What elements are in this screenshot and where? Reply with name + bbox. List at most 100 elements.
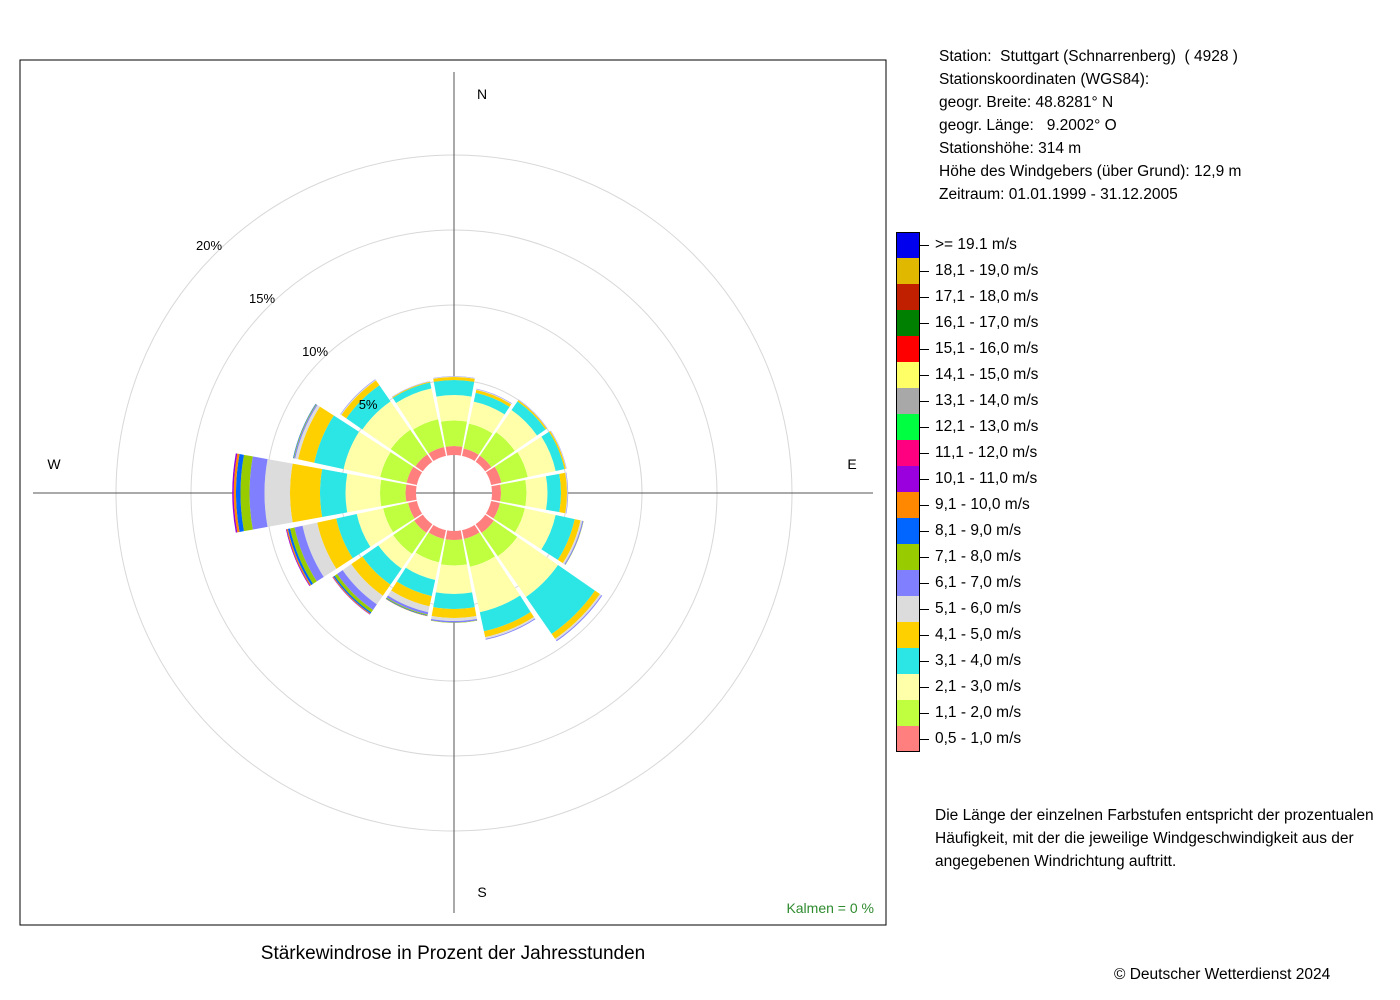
legend-item: >= 19.1 m/s bbox=[896, 232, 1196, 258]
legend-label: 16,1 - 17,0 m/s bbox=[935, 314, 1039, 331]
legend-swatch bbox=[896, 544, 920, 570]
sector-NE-bin-2 bbox=[479, 432, 515, 468]
sector-N-bin-6 bbox=[433, 376, 475, 379]
legend-label: 5,1 - 6,0 m/s bbox=[935, 600, 1022, 617]
sector-SE-bin-5 bbox=[551, 590, 600, 639]
sector-S bbox=[430, 530, 478, 623]
legend-tick bbox=[920, 245, 929, 246]
sector-S-bin-1 bbox=[445, 530, 463, 540]
legend-tick bbox=[920, 375, 929, 376]
sector-SE-bin-6 bbox=[555, 594, 602, 641]
legend-swatch bbox=[896, 622, 920, 648]
sector-SSW-bin-1 bbox=[428, 524, 446, 539]
legend-item: 4,1 - 5,0 m/s bbox=[896, 622, 1196, 648]
sensor-height: Höhe des Windgebers (über Grund): 12,9 m bbox=[939, 163, 1242, 180]
sector-ESE bbox=[485, 501, 584, 565]
sector-SSW-bin-5 bbox=[391, 581, 432, 607]
legend-label: 17,1 - 18,0 m/s bbox=[935, 288, 1039, 305]
legend-label: 12,1 - 13,0 m/s bbox=[935, 418, 1039, 435]
legend-swatch bbox=[896, 492, 920, 518]
sector-N-bin-5 bbox=[433, 377, 475, 382]
sector-E bbox=[491, 472, 569, 514]
legend-tick bbox=[920, 427, 929, 428]
wind-rose-chart: 5% 10% 15% 20% N E S W Kalmen = 0 % bbox=[19, 59, 887, 926]
legend-swatch bbox=[896, 466, 920, 492]
sector-NW bbox=[340, 379, 433, 472]
sector-NNW-bin-5 bbox=[392, 381, 431, 399]
sector-NNE-bin-5 bbox=[475, 389, 512, 407]
sector-SE-bin-3 bbox=[497, 536, 558, 597]
legend-swatch bbox=[896, 674, 920, 700]
sector-NE-bin-1 bbox=[475, 455, 492, 472]
sector-WSW-bin-3 bbox=[356, 508, 394, 547]
sector-WNW-bin-1 bbox=[406, 466, 423, 485]
sector-NNW-bin-1 bbox=[428, 447, 446, 462]
speed-legend: >= 19.1 m/s 18,1 - 19,0 m/s 17,1 - 18,0 m/… bbox=[896, 232, 1196, 752]
legend-tick bbox=[920, 739, 929, 740]
legend-tick bbox=[920, 635, 929, 636]
legend-swatch bbox=[896, 310, 920, 336]
legend-swatch bbox=[896, 414, 920, 440]
sector-SSE-bin-1 bbox=[462, 524, 480, 539]
compass-label-N: N bbox=[477, 86, 487, 102]
sector-ESE-bin-5 bbox=[557, 519, 581, 564]
direction-sectors bbox=[232, 376, 603, 642]
station-name: Station: Stuttgart (Schnarrenberg) ( 492… bbox=[939, 48, 1238, 65]
legend-label: 13,1 - 14,0 m/s bbox=[935, 392, 1039, 409]
legend-label: 4,1 - 5,0 m/s bbox=[935, 626, 1022, 643]
legend-label: 7,1 - 8,0 m/s bbox=[935, 548, 1022, 565]
sector-ENE-bin-5 bbox=[548, 430, 566, 470]
legend-tick bbox=[920, 609, 929, 610]
sector-WNW-bin-6 bbox=[295, 404, 320, 460]
sector-SW bbox=[332, 514, 433, 615]
compass-labels: N E S W bbox=[47, 86, 856, 900]
sector-WSW-bin-7 bbox=[294, 525, 324, 582]
ring-label: 10% bbox=[302, 344, 328, 359]
sector-SW-bin-5 bbox=[351, 556, 391, 596]
legend-item: 15,1 - 16,0 m/s bbox=[896, 336, 1196, 362]
sector-SSW-bin-2 bbox=[415, 532, 445, 563]
sector-SSW-bin-4 bbox=[396, 567, 436, 597]
legend-swatch bbox=[896, 518, 920, 544]
legend-swatch bbox=[896, 232, 920, 258]
sector-N-bin-7 bbox=[433, 376, 475, 379]
sector-SSW bbox=[385, 524, 446, 617]
sector-WNW-bin-2 bbox=[380, 452, 414, 483]
sector-W-bin-7 bbox=[249, 456, 268, 530]
sector-SW-bin-3 bbox=[378, 535, 412, 569]
legend-tick bbox=[920, 505, 929, 506]
sector-SSE-bin-2 bbox=[463, 532, 495, 567]
sector-SSE-bin-6 bbox=[485, 616, 535, 639]
legend-swatch bbox=[896, 284, 920, 310]
legend-tick bbox=[920, 453, 929, 454]
sector-SE-bin-1 bbox=[475, 514, 494, 533]
legend-label: 0,5 - 1,0 m/s bbox=[935, 730, 1022, 747]
legend-item: 11,1 - 12,0 m/s bbox=[896, 440, 1196, 466]
sector-W-bin-5 bbox=[289, 463, 323, 523]
sector-WSW-bin-2 bbox=[383, 502, 415, 533]
sector-SW-bin-8 bbox=[334, 573, 374, 613]
sector-NW-bin-4 bbox=[346, 385, 391, 430]
sector-W-bin-8 bbox=[240, 454, 253, 532]
sector-SSE-bin-3 bbox=[469, 556, 521, 613]
legend-tick bbox=[920, 401, 929, 402]
legend-tick bbox=[920, 713, 929, 714]
station-longitude: geogr. Länge: 9.2002° O bbox=[939, 117, 1117, 134]
sector-WSW-bin-1 bbox=[408, 501, 423, 519]
sector-NNE-bin-4 bbox=[473, 392, 510, 415]
sector-ENE bbox=[485, 430, 567, 485]
legend-swatch bbox=[896, 336, 920, 362]
sector-WSW-bin-5 bbox=[317, 518, 353, 569]
sector-SE-bin-2 bbox=[481, 520, 518, 557]
legend-tick bbox=[920, 297, 929, 298]
sector-SE bbox=[475, 514, 603, 642]
sector-NE-bin-4 bbox=[511, 401, 546, 436]
compass-label-S: S bbox=[477, 884, 486, 900]
sector-NNE-bin-1 bbox=[462, 448, 479, 462]
sector-ESE-bin-4 bbox=[541, 514, 575, 560]
copyright: © Deutscher Wetterdienst 2024 bbox=[1114, 966, 1331, 983]
legend-item: 10,1 - 11,0 m/s bbox=[896, 466, 1196, 492]
legend-swatch bbox=[896, 388, 920, 414]
legend-swatch bbox=[896, 648, 920, 674]
sector-W-bin-2 bbox=[379, 479, 407, 507]
